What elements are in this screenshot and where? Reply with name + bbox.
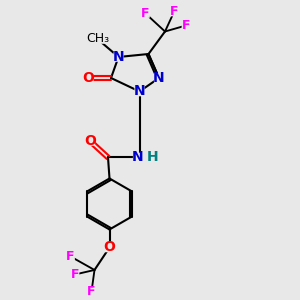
FancyBboxPatch shape — [134, 87, 145, 96]
Text: F: F — [141, 7, 150, 20]
Text: F: F — [182, 19, 190, 32]
FancyBboxPatch shape — [71, 270, 80, 279]
FancyBboxPatch shape — [141, 9, 150, 18]
Text: N: N — [153, 71, 165, 85]
FancyBboxPatch shape — [154, 73, 164, 83]
Text: F: F — [66, 250, 75, 263]
FancyBboxPatch shape — [133, 153, 143, 162]
FancyBboxPatch shape — [104, 243, 115, 252]
FancyBboxPatch shape — [66, 252, 75, 261]
FancyBboxPatch shape — [182, 21, 190, 30]
Text: F: F — [87, 285, 96, 298]
Text: O: O — [84, 134, 96, 148]
FancyBboxPatch shape — [87, 287, 96, 296]
Text: N: N — [132, 151, 144, 164]
Text: N: N — [134, 85, 145, 98]
Text: H: H — [146, 151, 158, 164]
Text: O: O — [82, 71, 94, 85]
FancyBboxPatch shape — [89, 34, 106, 44]
Text: CH₃: CH₃ — [86, 32, 109, 46]
FancyBboxPatch shape — [85, 136, 95, 146]
Text: F: F — [170, 5, 178, 19]
Text: F: F — [71, 268, 79, 281]
FancyBboxPatch shape — [169, 8, 178, 16]
Text: N: N — [113, 50, 124, 64]
FancyBboxPatch shape — [83, 73, 94, 83]
FancyBboxPatch shape — [147, 153, 157, 162]
Text: O: O — [103, 241, 116, 254]
FancyBboxPatch shape — [113, 52, 124, 62]
